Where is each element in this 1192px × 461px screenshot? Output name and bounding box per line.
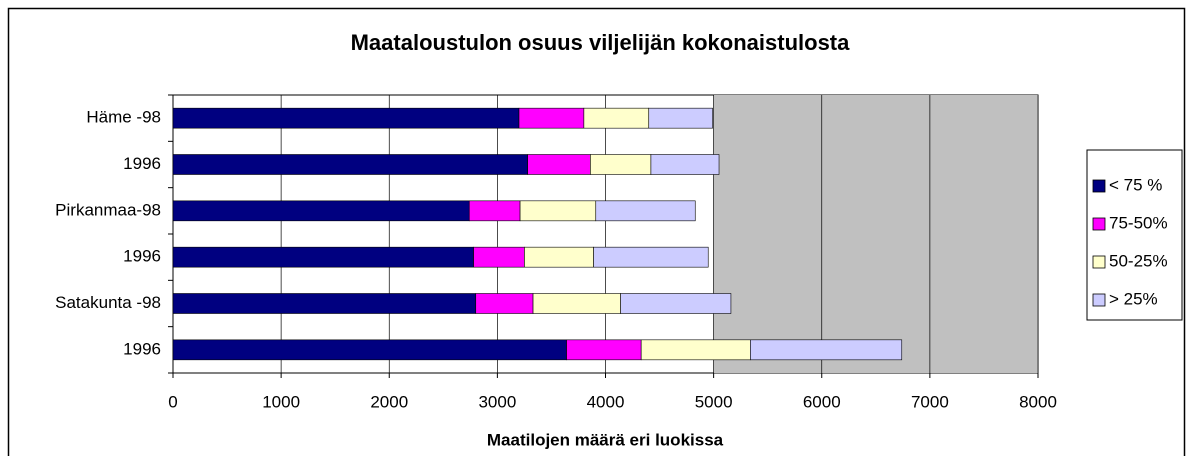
y-tick-label: 1996 [123,247,161,266]
bar-segment [172,154,528,175]
x-tick-label: 8000 [1019,392,1057,411]
y-tick-label: 1996 [123,154,161,173]
x-tick-label: 4000 [587,392,625,411]
bar-segment [475,293,534,314]
x-tick-label: 1000 [262,392,300,411]
bar-segment [590,154,652,175]
legend-label: < 75 % [1109,175,1162,194]
bar-segment [640,339,751,361]
legend-swatch [1092,293,1106,307]
bar-segment [518,107,585,129]
x-tick-label: 2000 [370,392,408,411]
legend-label: 75-50% [1109,213,1168,232]
bar-segment [620,293,732,314]
legend-swatch [1092,255,1106,269]
plot-shade [713,95,1038,373]
y-tick-label: Satakunta -98 [55,293,161,312]
legend-label: 50-25% [1109,251,1168,270]
bar-segment [172,339,567,361]
bar-segment [473,246,525,268]
x-tick-label: 6000 [803,392,841,411]
y-tick-label: 1996 [123,339,161,358]
bar-segment [532,293,621,314]
legend-swatch [1092,217,1106,231]
x-tick-label: 7000 [911,392,949,411]
x-tick-label: 3000 [478,392,516,411]
legend-box [1086,149,1183,321]
y-tick-label: Pirkanmaa-98 [55,200,161,219]
bar-segment [172,246,474,268]
bar-segment [524,246,594,268]
legend-label: > 25% [1109,289,1158,308]
x-axis-label: Maatilojen määrä eri luokissa [487,430,724,449]
bar-segment [583,107,650,129]
bar-segment [750,339,903,361]
bar-segment [593,246,709,268]
legend-swatch [1092,179,1106,193]
bar-segment [519,200,597,222]
chart-title: Maataloustulon osuus viljelijän kokonais… [351,30,851,55]
bar-segment [527,154,591,175]
x-tick-label: 5000 [695,392,733,411]
y-tick-label: Häme -98 [86,108,161,127]
bar-segment [172,200,470,222]
bar-segment [172,293,477,314]
bar-segment [172,107,520,129]
bar-segment [566,339,642,361]
bar-segment [468,200,521,222]
bar-segment [650,154,720,175]
x-tick-label: 0 [168,392,177,411]
bar-segment [595,200,696,222]
bar-segment [648,107,713,129]
